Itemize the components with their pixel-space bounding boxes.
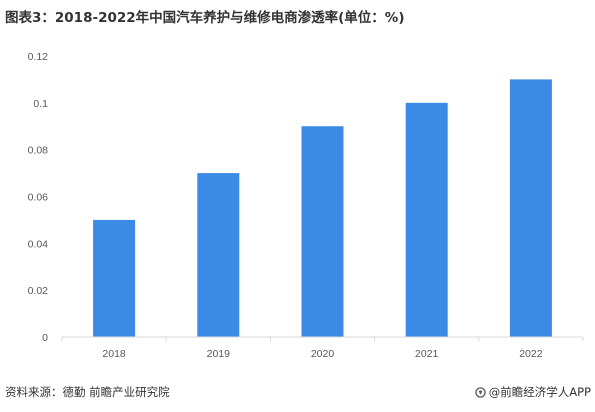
x-axis-ticks: 2018 2019 2020 2021 2022 — [61, 337, 584, 360]
qianzhan-logo-icon — [475, 386, 486, 398]
y-axis-ticks: 0 0.02 0.04 0.06 0.08 0.1 0.12 — [28, 51, 49, 344]
bar-2020 — [301, 126, 344, 337]
chart-title: 图表3：2018-2022年中国汽车养护与维修电商渗透率(单位：%) — [5, 10, 405, 26]
bar-2018 — [93, 219, 136, 337]
y-tick-label: 0.1 — [33, 98, 48, 110]
y-tick-label: 0 — [42, 332, 48, 344]
brand-label: @前瞻经济学人APP — [488, 385, 591, 399]
bar-2019 — [197, 173, 240, 337]
x-tick-label: 2018 — [102, 348, 126, 360]
y-tick-label: 0.12 — [28, 51, 49, 63]
y-tick-label: 0.06 — [28, 192, 49, 204]
bars — [93, 79, 552, 338]
y-tick-label: 0.02 — [28, 285, 49, 297]
x-tick-label: 2020 — [311, 348, 335, 360]
x-tick-label: 2019 — [207, 348, 231, 360]
x-tick-label: 2022 — [519, 348, 543, 360]
y-tick-label: 0.04 — [28, 238, 49, 250]
bar-2022 — [509, 79, 552, 338]
source-note: 资料来源：德勤 前瞻产业研究院 — [5, 385, 170, 399]
brand-credit: @前瞻经济学人APP — [475, 384, 591, 400]
x-tick-label: 2021 — [415, 348, 439, 360]
y-tick-label: 0.08 — [28, 145, 49, 157]
bar-2021 — [405, 102, 448, 337]
